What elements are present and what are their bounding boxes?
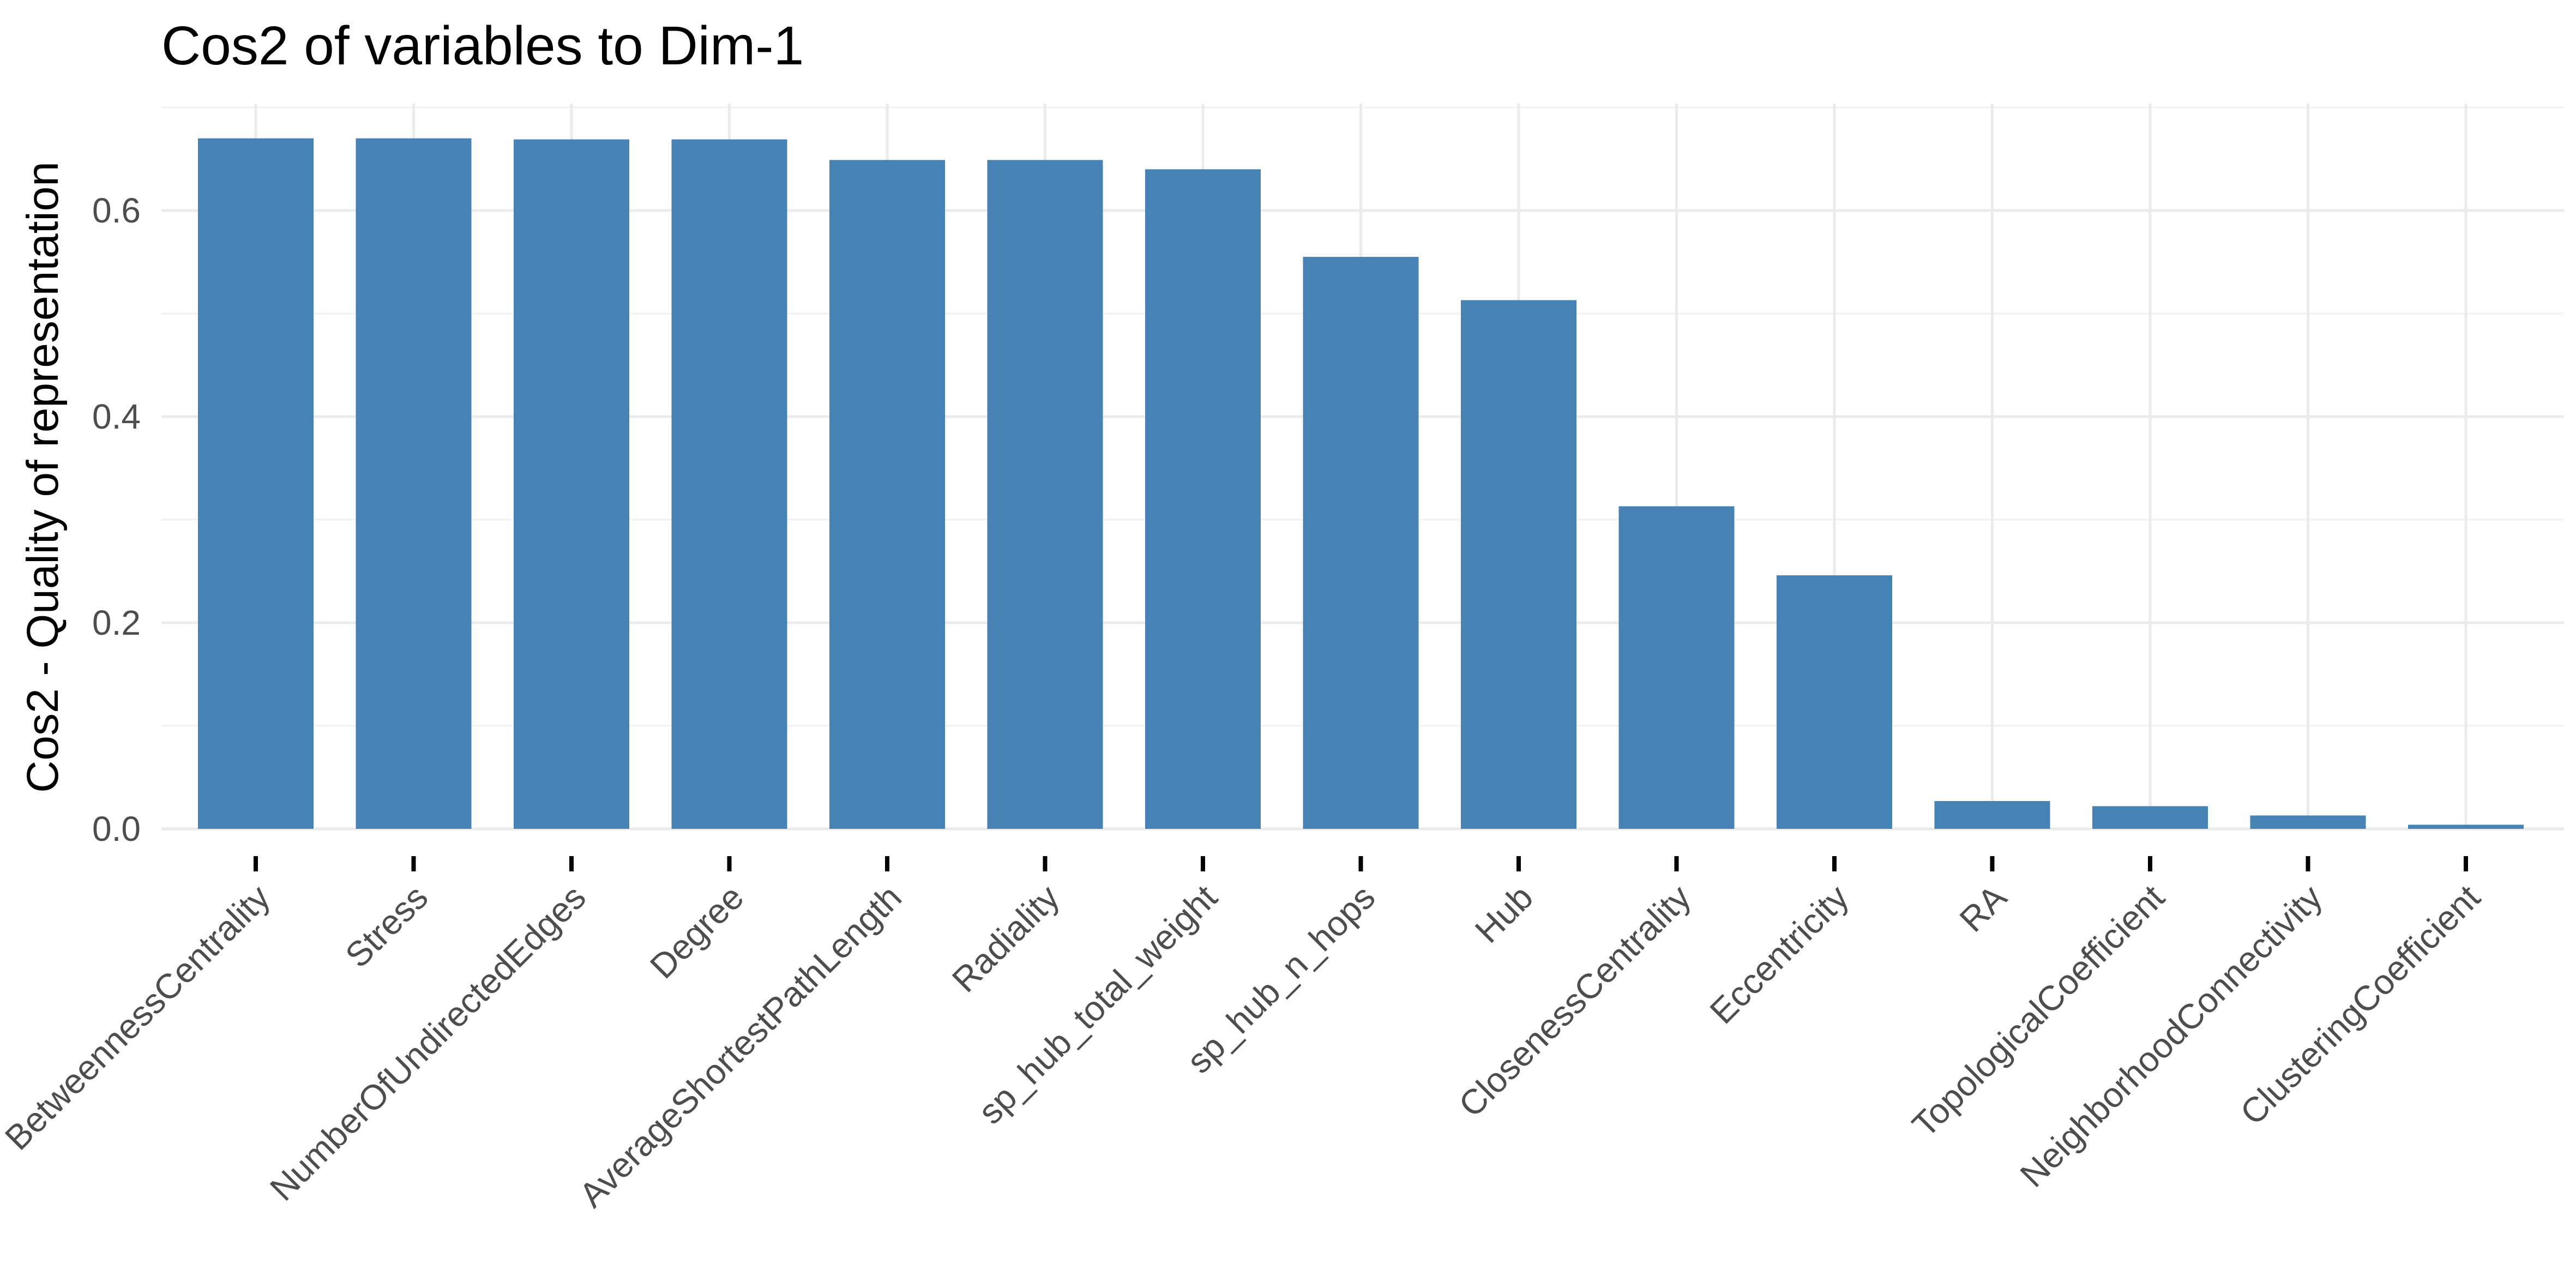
bar-NeighborhoodConnectivity	[2250, 815, 2366, 829]
x-tick-label: NeighborhoodConnectivity	[2013, 877, 2330, 1195]
x-tick-label: BetweennessCentrality	[0, 877, 278, 1158]
chart-title: Cos2 of variables to Dim-1	[161, 15, 804, 76]
bar-Eccentricity	[1777, 575, 1892, 829]
bar-RA	[1934, 801, 2050, 829]
bar-ClosenessCentrality	[1618, 506, 1735, 829]
y-tick-label: 0.0	[92, 809, 141, 848]
x-tick-label: Degree	[642, 877, 751, 986]
x-axis: BetweennessCentrality StressNumberOfUndir…	[0, 856, 2488, 1215]
bar-Radiality	[987, 160, 1103, 829]
y-tick-label: 0.2	[92, 603, 141, 642]
bar-Hub	[1461, 300, 1576, 829]
bar-Degree	[671, 139, 787, 829]
x-tick-label: RA	[1952, 877, 2014, 940]
bar-sp_hub_n_hops	[1303, 257, 1419, 829]
bar-ClusteringCoefficient	[2408, 824, 2524, 829]
bar-sp_hub_total_weight	[1145, 169, 1261, 829]
bar-AverageShortestPathLength	[829, 160, 945, 829]
bar-BetweennessCentrality	[198, 138, 314, 829]
y-axis-title: Cos2 - Quality of representation	[18, 161, 68, 793]
x-tick-label: TopologicalCoefficient	[1905, 877, 2172, 1145]
bars	[198, 138, 2524, 829]
y-tick-label: 0.4	[92, 397, 141, 436]
bar-Stress	[356, 138, 472, 829]
bar-NumberOfUndirectedEdges	[514, 139, 629, 829]
x-tick-label: AverageShortestPathLength	[571, 877, 909, 1215]
bar-TopologicalCoefficient	[2092, 806, 2208, 829]
x-tick-label: Stress	[338, 877, 435, 975]
x-tick-label: Eccentricity	[1702, 877, 1856, 1031]
x-tick-label: Hub	[1467, 877, 1540, 950]
x-tick-label: Radiality	[944, 877, 1067, 1000]
x-tick-label: NumberOfUndirectedEdges	[262, 877, 593, 1208]
y-axis: 0.0 0.2 0.4 0.6	[92, 191, 141, 848]
y-tick-label: 0.6	[92, 191, 141, 230]
